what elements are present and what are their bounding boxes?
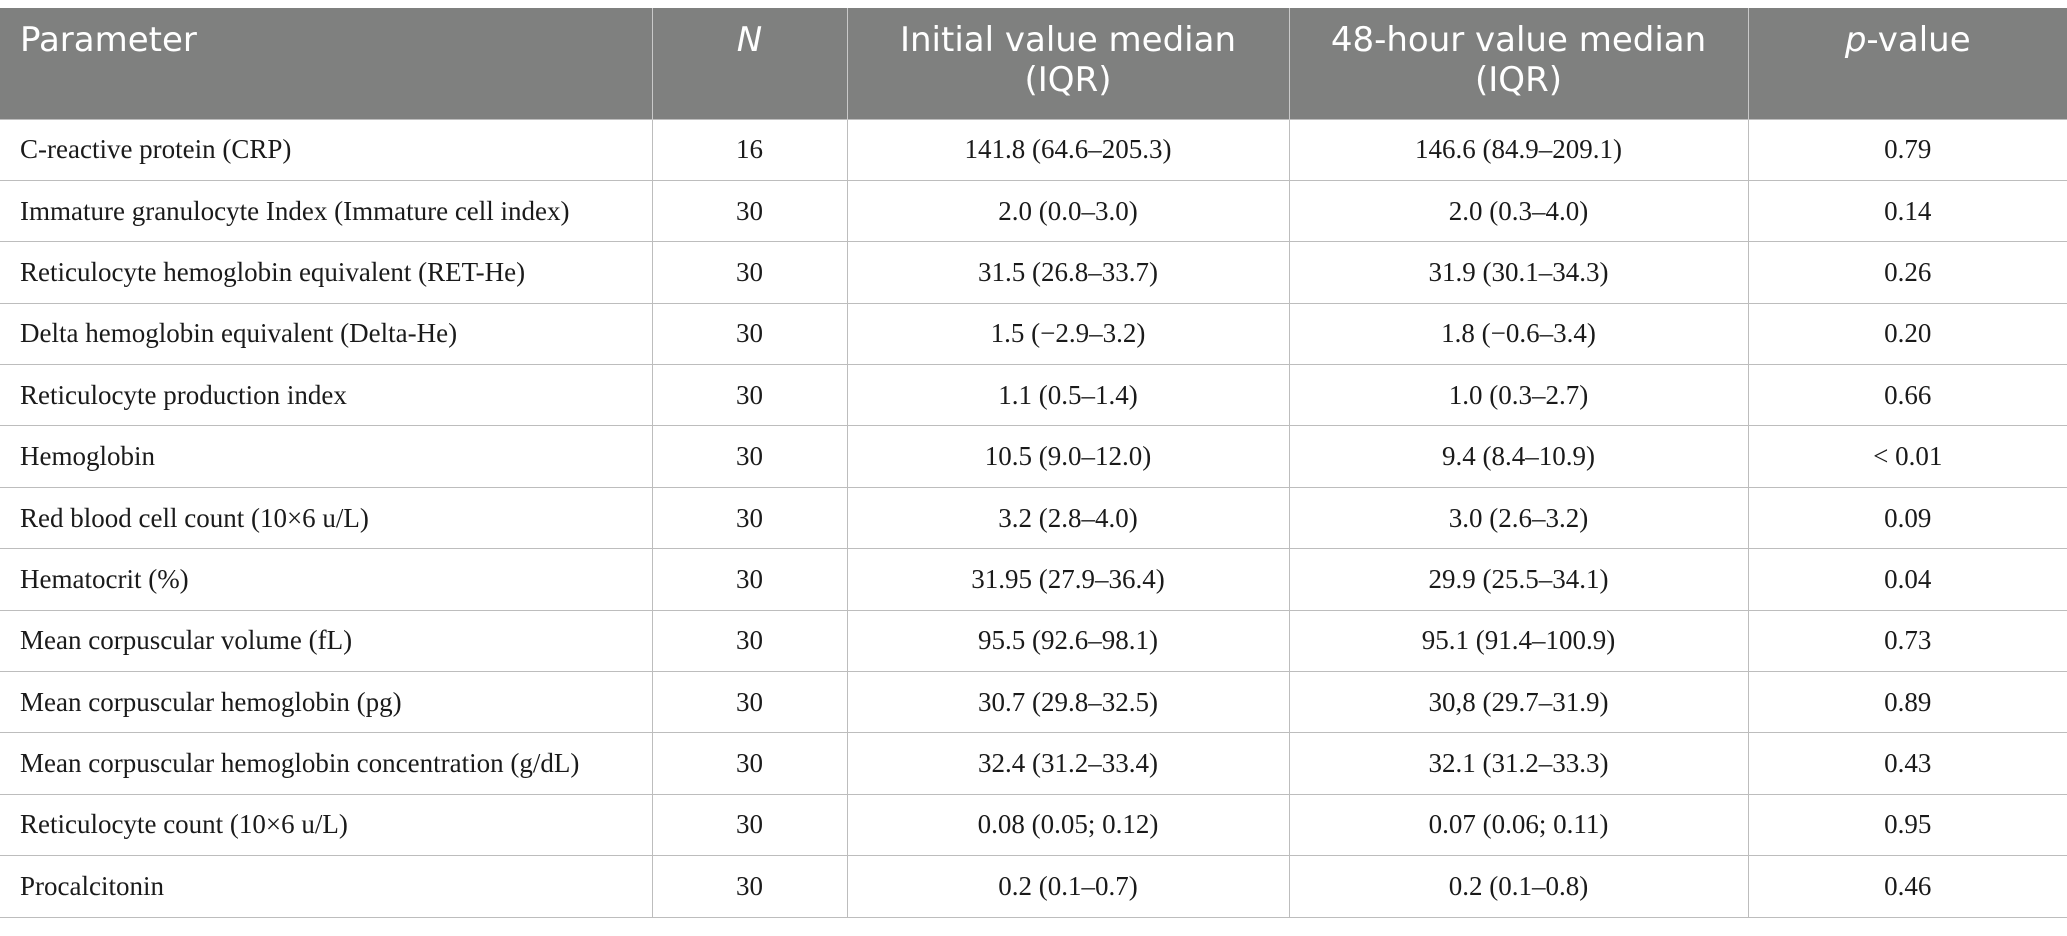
cell-n: 30 — [651, 793, 848, 857]
cell-initial-median: 1.1 (0.5–1.4) — [846, 364, 1290, 427]
table-row: Immature granulocyte Index (Immature cel… — [0, 179, 2067, 243]
header-p-italic: p — [1844, 20, 1867, 60]
cell-n: 30 — [651, 179, 848, 243]
cell-initial-median: 1.5 (−2.9–3.2) — [846, 302, 1290, 366]
table-row: Mean corpuscular hemoglobin (pg) 30 30.7 (… — [0, 671, 2067, 734]
header-p-value: p-value — [1747, 8, 2067, 119]
cell-n: 30 — [651, 241, 848, 304]
cell-initial-median: 0.2 (0.1–0.7) — [846, 855, 1290, 918]
cell-parameter: Hematocrit (%) — [0, 548, 653, 611]
cell-parameter: Mean corpuscular hemoglobin (pg) — [0, 671, 653, 734]
header-parameter: Parameter — [0, 8, 653, 119]
cell-parameter: C-reactive protein (CRP) — [0, 118, 653, 181]
header-48h-median: 48-hour value median (IQR) — [1288, 8, 1749, 119]
cell-48h-median: 29.9 (25.5–34.1) — [1288, 548, 1749, 611]
cell-parameter: Mean corpuscular hemoglobin concentratio… — [0, 732, 653, 795]
cell-n: 30 — [651, 425, 848, 488]
results-table: Parameter N Initial value median (IQR) 48… — [0, 8, 2067, 918]
cell-initial-median: 31.5 (26.8–33.7) — [846, 241, 1290, 304]
cell-n: 30 — [651, 302, 848, 366]
cell-p-value: 0.73 — [1747, 609, 2067, 673]
cell-48h-median: 146.6 (84.9–209.1) — [1288, 118, 1749, 181]
table-row: Reticulocyte hemoglobin equivalent (RET-… — [0, 241, 2067, 304]
cell-initial-median: 95.5 (92.6–98.1) — [846, 609, 1290, 673]
cell-initial-median: 0.08 (0.05; 0.12) — [846, 793, 1290, 857]
cell-48h-median: 1.8 (−0.6–3.4) — [1288, 302, 1749, 366]
header-n: N — [651, 8, 848, 119]
table-row: Procalcitonin 30 0.2 (0.1–0.7) 0.2 (0.1–0.8… — [0, 855, 2067, 918]
cell-initial-median: 31.95 (27.9–36.4) — [846, 548, 1290, 611]
cell-p-value: 0.20 — [1747, 302, 2067, 366]
cell-initial-median: 2.0 (0.0–3.0) — [846, 179, 1290, 243]
cell-parameter: Reticulocyte count (10×6 u/L) — [0, 793, 653, 857]
cell-n: 30 — [651, 548, 848, 611]
header-p-rest: -value — [1866, 20, 1971, 60]
cell-n: 30 — [651, 609, 848, 673]
cell-48h-median: 32.1 (31.2–33.3) — [1288, 732, 1749, 795]
cell-parameter: Red blood cell count (10×6 u/L) — [0, 486, 653, 550]
cell-n: 30 — [651, 732, 848, 795]
cell-48h-median: 9.4 (8.4–10.9) — [1288, 425, 1749, 488]
cell-48h-median: 2.0 (0.3–4.0) — [1288, 179, 1749, 243]
cell-p-value: 0.09 — [1747, 486, 2067, 550]
table-row: Delta hemoglobin equivalent (Delta-He) 30… — [0, 302, 2067, 366]
cell-initial-median: 141.8 (64.6–205.3) — [846, 118, 1290, 181]
header-n-label: N — [736, 20, 763, 60]
cell-initial-median: 10.5 (9.0–12.0) — [846, 425, 1290, 488]
cell-48h-median: 95.1 (91.4–100.9) — [1288, 609, 1749, 673]
table-row: Reticulocyte production index 30 1.1 (0.5–… — [0, 364, 2067, 427]
cell-n: 30 — [651, 364, 848, 427]
cell-p-value: 0.26 — [1747, 241, 2067, 304]
header-row: Parameter N Initial value median (IQR) 48… — [0, 8, 2067, 119]
cell-initial-median: 32.4 (31.2–33.4) — [846, 732, 1290, 795]
cell-parameter: Reticulocyte production index — [0, 364, 653, 427]
cell-48h-median: 1.0 (0.3–2.7) — [1288, 364, 1749, 427]
cell-n: 30 — [651, 486, 848, 550]
cell-48h-median: 30,8 (29.7–31.9) — [1288, 671, 1749, 734]
header-initial-line1: Initial value median — [899, 20, 1236, 60]
table-header: Parameter N Initial value median (IQR) 48… — [0, 8, 2067, 119]
cell-p-value: 0.89 — [1747, 671, 2067, 734]
cell-p-value: 0.46 — [1747, 855, 2067, 918]
header-48h-line1: 48-hour value median — [1330, 20, 1707, 60]
results-table-container: Parameter N Initial value median (IQR) 48… — [0, 8, 2067, 918]
cell-n: 16 — [651, 118, 848, 181]
header-initial-median: Initial value median (IQR) — [846, 8, 1290, 119]
cell-parameter: Delta hemoglobin equivalent (Delta-He) — [0, 302, 653, 366]
cell-48h-median: 3.0 (2.6–3.2) — [1288, 486, 1749, 550]
cell-p-value: 0.66 — [1747, 364, 2067, 427]
cell-p-value: 0.79 — [1747, 118, 2067, 181]
cell-p-value: 0.43 — [1747, 732, 2067, 795]
cell-parameter: Immature granulocyte Index (Immature cel… — [0, 179, 653, 243]
table-row: C-reactive protein (CRP) 16 141.8 (64.6–20… — [0, 118, 2067, 181]
cell-n: 30 — [651, 671, 848, 734]
cell-parameter: Procalcitonin — [0, 855, 653, 918]
cell-p-value: 0.14 — [1747, 179, 2067, 243]
table-row: Mean corpuscular volume (fL) 30 95.5 (92.6… — [0, 609, 2067, 673]
cell-initial-median: 3.2 (2.8–4.0) — [846, 486, 1290, 550]
table-body: C-reactive protein (CRP) 16 141.8 (64.6–20… — [0, 118, 2067, 918]
cell-p-value: 0.04 — [1747, 548, 2067, 611]
table-row: Reticulocyte count (10×6 u/L) 30 0.08 (0.0… — [0, 793, 2067, 857]
cell-p-value: 0.95 — [1747, 793, 2067, 857]
cell-48h-median: 0.07 (0.06; 0.11) — [1288, 793, 1749, 857]
table-row: Red blood cell count (10×6 u/L) 30 3.2 (2.… — [0, 486, 2067, 550]
table-row: Hematocrit (%) 30 31.95 (27.9–36.4) 29.9 (2… — [0, 548, 2067, 611]
cell-n: 30 — [651, 855, 848, 918]
cell-p-value: < 0.01 — [1747, 425, 2067, 488]
cell-parameter: Reticulocyte hemoglobin equivalent (RET-… — [0, 241, 653, 304]
cell-parameter: Hemoglobin — [0, 425, 653, 488]
cell-parameter: Mean corpuscular volume (fL) — [0, 609, 653, 673]
cell-48h-median: 31.9 (30.1–34.3) — [1288, 241, 1749, 304]
header-initial-line2: (IQR) — [1024, 60, 1112, 100]
cell-initial-median: 30.7 (29.8–32.5) — [846, 671, 1290, 734]
cell-48h-median: 0.2 (0.1–0.8) — [1288, 855, 1749, 918]
table-row: Hemoglobin 30 10.5 (9.0–12.0) 9.4 (8.4–10.9… — [0, 425, 2067, 488]
table-row: Mean corpuscular hemoglobin concentratio… — [0, 732, 2067, 795]
header-48h-line2: (IQR) — [1475, 60, 1562, 100]
